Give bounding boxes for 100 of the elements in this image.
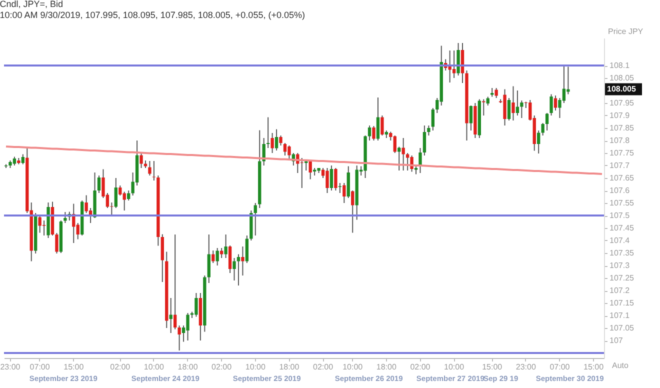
candlestick [97,175,101,194]
candlestick [21,154,24,165]
candlestick [228,245,232,274]
y-tick-label: 107.2 [610,286,630,295]
candlestick [38,215,42,234]
y-tick-label: 107.85 [610,124,635,132]
y-tick-label: 107.9 [610,111,630,120]
candlestick [236,254,240,286]
candlestick [494,88,498,98]
y-tick-label: 107.35 [610,248,635,258]
candlestick [84,194,88,214]
y-tick-label: 107.8 [610,136,630,145]
candlestick [520,100,524,118]
candlestick [300,158,304,188]
y-tick-label: 107.3 [610,261,630,270]
x-tick-label: 23:00 [516,362,536,372]
candlestick [541,122,544,136]
x-tick-label: 10:00 [144,362,164,372]
candlestick [372,126,376,141]
candlestick [456,42,460,76]
candlestick [398,146,401,171]
chart-title: Cndl, JPY=, Bid [0,0,64,9]
y-tick-label: 108.05 [610,74,635,82]
x-tick-label: 07:00 [30,362,50,372]
x-tick-label: 18:00 [376,362,397,372]
y-tick-label: 107.25 [610,274,635,282]
x-tick-label: 02:00 [212,362,232,372]
y-tick-label: 107.65 [610,174,635,182]
y-tick-label: 107.55 [610,198,635,208]
candlestick [152,160,156,181]
line-series [5,146,603,175]
x-tick-label: 15:00 [482,362,503,372]
candlestick [122,191,126,211]
candlestick [160,234,164,282]
candlestick [351,190,354,234]
candlestick [545,112,549,131]
candlestick [308,160,312,180]
candlestick [270,132,274,154]
candlestick [334,168,338,191]
candlestick [554,95,558,111]
y-tick-label: 107.95 [610,98,635,108]
candlestick [418,148,422,174]
candlestick [279,135,282,146]
candlestick [173,234,177,330]
y-tick-label: 107.7 [610,161,630,170]
candlestick [550,94,553,116]
x-tick-label: 02:00 [110,362,131,372]
x-tick-label: 02:00 [410,362,431,372]
candlestick [512,86,515,121]
candlestick [393,135,396,154]
candlestick [368,125,372,141]
y-tick-label: 108.1 [610,61,630,70]
candlestick [537,130,540,154]
candlestick [402,138,405,171]
candlestick [346,166,350,198]
candlestick [330,165,334,191]
text: 108.005 [607,84,636,94]
y-tick-label: 107.05 [610,324,635,332]
candlestick [448,50,452,83]
candlestick [376,97,380,141]
candlestick [220,248,224,258]
candlestick [283,142,287,156]
y-tick-label: 107.6 [610,186,630,195]
candlestick [232,258,236,281]
y-tick-label: 107.5 [610,211,630,220]
candlestick [342,182,346,204]
x-tick-label: 15:00 [584,362,604,372]
candlestick [140,152,143,168]
candlestick [216,248,219,266]
candlestick [380,115,384,136]
candlestick [224,234,228,258]
candlestick [212,250,215,264]
candlestick [427,125,430,136]
candlestick [178,325,181,351]
x-tick-label: 15:00 [64,362,84,372]
x-tick-label: 10:00 [444,362,465,372]
chart-subtitle: 10:00 AM 9/30/2019, 107.995, 108.095, 107.985, 108.005, +0.055, (+0.05%) [0,10,305,20]
x-tick-label: 07:00 [550,362,570,372]
candlestick [118,185,122,196]
x-tick-label: 10:00 [342,362,364,372]
candlestick [288,145,291,161]
y-tick-label: 107.1 [610,311,630,320]
y-tick-label: 107 [610,336,624,345]
candlestick [194,292,198,318]
y-tick-label: 107.4 [610,236,630,245]
y-tick-label: 107.75 [610,148,635,158]
candlestick [469,105,473,131]
candlestick [266,116,270,148]
candlestick [452,50,456,78]
candlestick [516,90,520,116]
candlestick [55,232,58,254]
x-tick-label: 10:00 [245,362,266,372]
candlestick [64,212,67,224]
x-tick-label: 18:00 [279,362,300,372]
x-tick-label: 23:00 [0,362,21,372]
candlestick [274,128,278,151]
candlestick [241,246,244,276]
candlestick [127,190,130,201]
candlestick [42,220,46,236]
candlestick [326,168,329,194]
